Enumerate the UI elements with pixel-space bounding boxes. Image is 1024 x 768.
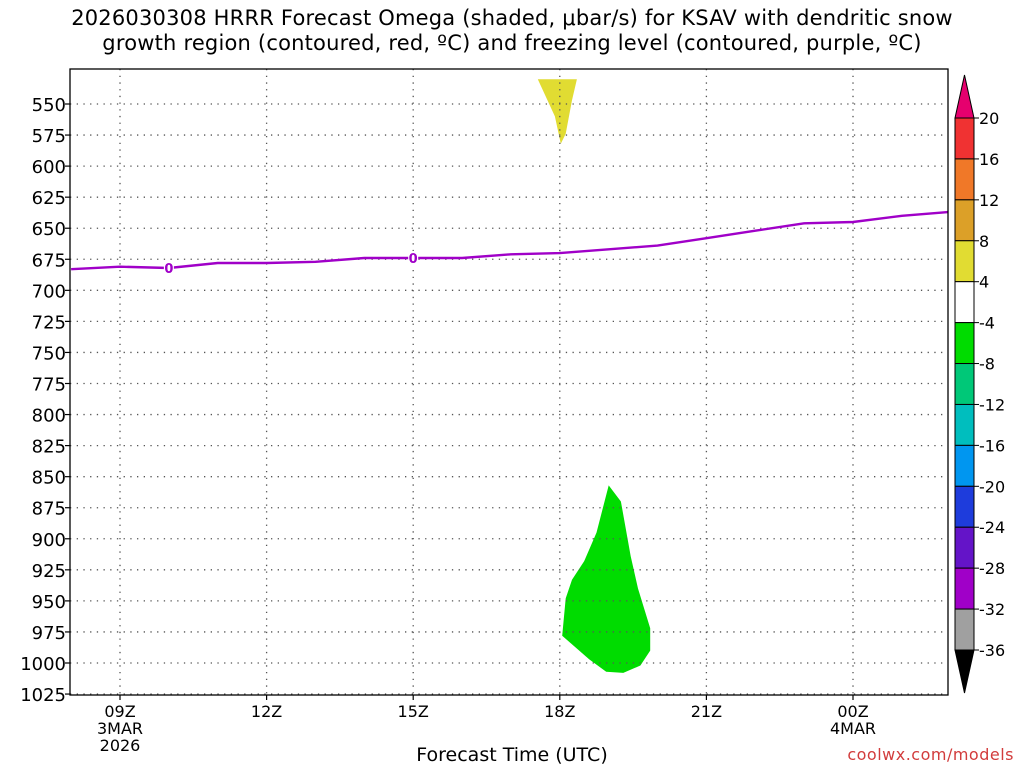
y-tick-label: 925 xyxy=(32,561,66,582)
freezing-level-label-bg xyxy=(408,251,419,266)
y-tick-label: 775 xyxy=(32,375,66,396)
colorbar-box xyxy=(954,158,975,201)
freezing-level-label-bg xyxy=(163,260,174,275)
colorbar-box xyxy=(954,608,975,651)
x-tick-label: 21Z xyxy=(691,702,722,721)
colorbar-label: 16 xyxy=(979,150,999,169)
x-tick-label: 15Z xyxy=(398,702,429,721)
y-tick-label: 1000 xyxy=(20,654,66,675)
y-tick-label: 750 xyxy=(32,343,66,364)
colorbar: 20 16 12 8 4 -4 -8 -12 -16 -20 -24 -28 -32 -36 xyxy=(954,74,1005,694)
colorbar-label: 12 xyxy=(979,191,999,210)
colorbar-bottom-arrow xyxy=(954,649,975,694)
axes: 550 575 600 625 650 675 700 725 750 775 800 825 850 8… xyxy=(20,68,949,755)
y-tick-label: 650 xyxy=(32,219,66,240)
colorbar-label: -16 xyxy=(979,436,1005,455)
y-tick-label: 975 xyxy=(32,623,66,644)
x-tick-label: 09Z xyxy=(104,702,135,721)
y-tick-label: 800 xyxy=(32,406,66,427)
x-axis-label: Forecast Time (UTC) xyxy=(416,744,608,766)
shaded-areas xyxy=(537,79,651,673)
colorbar-label: -28 xyxy=(979,559,1005,578)
y-tick-label: 875 xyxy=(32,499,66,520)
colorbar-box xyxy=(954,322,975,365)
credit-text: coolwx.com/models xyxy=(847,745,1014,764)
omega-area-1 xyxy=(562,485,651,673)
colorbar-box xyxy=(954,117,975,160)
colorbar-top-arrow xyxy=(954,74,975,119)
y-tick-label: 600 xyxy=(32,157,66,178)
x-tick-sublabel: 4MAR xyxy=(830,719,876,738)
y-tick-label: 700 xyxy=(32,281,66,302)
x-tick-sublabel: 3MAR xyxy=(97,719,143,738)
colorbar-box xyxy=(954,403,975,446)
y-tick-label: 825 xyxy=(32,437,66,458)
colorbar-box xyxy=(954,281,975,324)
colorbar-label: -8 xyxy=(979,355,995,374)
colorbar-label: -12 xyxy=(979,395,1005,414)
y-tick-label: 1025 xyxy=(20,685,66,706)
chart-title-line2: growth region (contoured, red, ºC) and f… xyxy=(102,31,922,55)
x-tick-label: 12Z xyxy=(251,702,282,721)
colorbar-label: 4 xyxy=(979,273,989,292)
freezing-level-label: 0 xyxy=(164,262,173,277)
colorbar-box xyxy=(954,363,975,405)
y-tick-label: 850 xyxy=(32,468,66,489)
grid-lines xyxy=(70,69,948,695)
colorbar-label: -20 xyxy=(979,477,1005,496)
colorbar-label: -36 xyxy=(979,641,1005,660)
colorbar-box xyxy=(954,444,975,487)
colorbar-label: -32 xyxy=(979,600,1005,619)
x-tick-label: 18Z xyxy=(544,702,575,721)
y-tick-label: 900 xyxy=(32,530,66,551)
freezing-level-line xyxy=(71,210,949,271)
x-tick-sublabel: 2026 xyxy=(100,736,141,755)
y-tick-label: 575 xyxy=(32,126,66,147)
y-tick-label: 675 xyxy=(32,250,66,271)
colorbar-box xyxy=(954,485,975,528)
y-tick-label: 725 xyxy=(32,312,66,333)
x-tick-label: 00Z xyxy=(837,702,868,721)
colorbar-label: 8 xyxy=(979,232,989,251)
y-tick-label: 950 xyxy=(32,592,66,613)
colorbar-box xyxy=(954,199,975,242)
omega-area-0 xyxy=(537,79,577,144)
colorbar-label: -4 xyxy=(979,314,995,333)
colorbar-box xyxy=(954,526,975,569)
colorbar-label: -24 xyxy=(979,518,1005,537)
colorbar-box xyxy=(954,567,975,610)
plot-frame xyxy=(69,68,949,696)
y-tick-label: 625 xyxy=(32,188,66,209)
contour-lines: 00 xyxy=(71,210,949,277)
colorbar-label: 20 xyxy=(979,109,999,128)
chart-title: 2026030308 HRRR Forecast Omega (shaded, … xyxy=(0,6,1024,56)
freezing-level-label: 0 xyxy=(409,252,418,267)
chart-title-line1: 2026030308 HRRR Forecast Omega (shaded, … xyxy=(71,6,953,30)
y-tick-label: 550 xyxy=(32,95,66,116)
colorbar-box xyxy=(954,240,975,283)
